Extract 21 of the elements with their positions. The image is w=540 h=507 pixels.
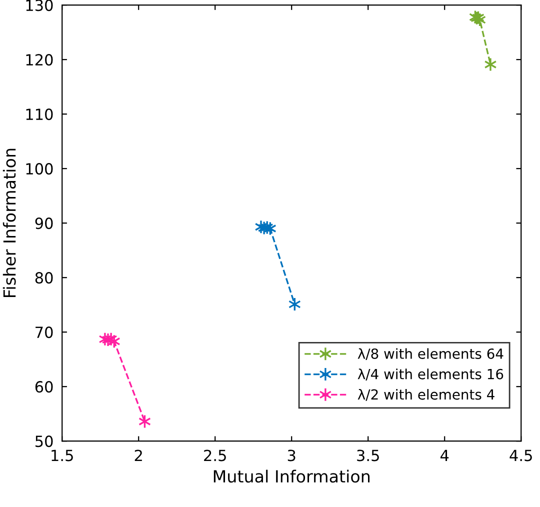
x-tick-label: 4: [440, 450, 449, 462]
x-tick-label: 1.5: [52, 450, 73, 462]
y-tick-label: 70: [36, 326, 53, 338]
y-tick-label: 120: [26, 54, 53, 66]
legend-label: λ/4 with elements 16: [358, 368, 504, 380]
y-tick-label: 110: [26, 108, 53, 120]
x-axis-title: Mutual Information: [214, 470, 370, 483]
x-tick-label: 2.5: [204, 450, 226, 462]
y-tick-label: 130: [26, 0, 53, 12]
y-tick-label: 60: [35, 381, 53, 393]
x-tick-label: 3: [288, 450, 296, 462]
legend-label: λ/8 with elements 64: [358, 348, 504, 360]
y-tick-label: 100: [26, 163, 53, 175]
x-tick-label: 4.5: [510, 450, 532, 462]
y-tick-label: 90: [35, 218, 53, 230]
y-tick-label: 80: [35, 272, 53, 284]
legend-label: λ/2 with elements 4: [358, 388, 494, 401]
x-tick-label: 2: [134, 450, 142, 462]
y-tick-label: 50: [36, 436, 53, 448]
x-tick-label: 3.5: [357, 450, 379, 462]
y-axis-title: Fisher Information: [2, 148, 16, 298]
